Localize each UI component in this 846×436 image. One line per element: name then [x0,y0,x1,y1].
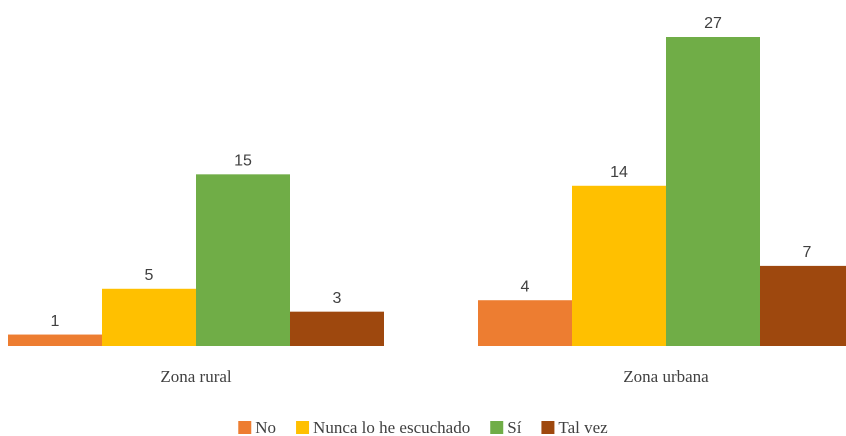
data-label: 1 [51,313,60,330]
bar [196,174,290,346]
legend-label: Tal vez [558,418,608,436]
bar [666,37,760,346]
x-tick-label: Zona urbana [623,367,709,386]
legend-swatch [238,421,252,434]
bar [478,300,572,346]
legend-swatch [541,421,555,434]
legend-label: No [255,418,276,436]
data-label: 15 [234,153,252,170]
data-label: 7 [803,244,812,261]
legend-swatch [490,421,504,434]
data-label: 3 [333,290,342,307]
data-label: 27 [704,15,722,32]
bar [290,311,384,346]
bar [8,334,102,346]
x-tick-label: Zona rural [160,367,232,386]
legend-swatch [296,421,310,434]
data-label: 14 [610,164,628,181]
legend-label: Nunca lo he escuchado [313,418,470,436]
data-label: 5 [145,267,154,284]
bar [102,288,196,346]
legend-label: Sí [507,418,521,436]
data-label: 4 [521,278,530,295]
bar [760,265,846,346]
bar [572,185,666,346]
